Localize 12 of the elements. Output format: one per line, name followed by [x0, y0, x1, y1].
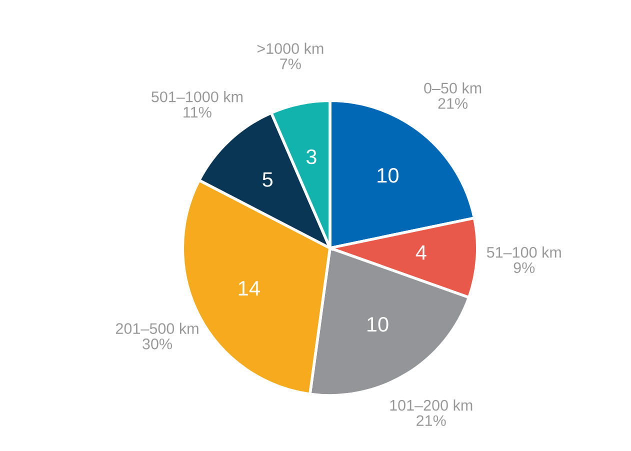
- data-label: 4: [416, 245, 426, 260]
- slice-label: 501–1000 km 11%: [152, 91, 242, 118]
- data-label: 10: [378, 168, 398, 183]
- data-label: 14: [238, 281, 260, 296]
- slice-label: 51–100 km 9%: [486, 246, 561, 274]
- slice-label: 101–200 km 21%: [390, 400, 472, 426]
- data-label: 3: [306, 149, 316, 164]
- data-label: 10: [368, 316, 388, 332]
- data-label: 5: [262, 172, 273, 187]
- slice-label: 0–50 km 21%: [424, 82, 482, 109]
- slice-label: >1000 km 7%: [257, 42, 324, 70]
- slice-label: 201–500 km 30%: [116, 322, 198, 350]
